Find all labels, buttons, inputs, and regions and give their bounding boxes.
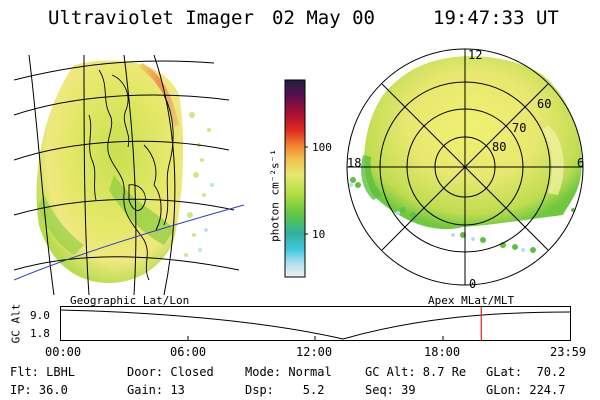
mlat-label-60: 60 [537, 97, 552, 111]
instrument-title: Ultraviolet Imager [48, 7, 254, 29]
altitude-y-top: 9.0 [30, 309, 50, 322]
altitude-curve [60, 309, 571, 340]
altitude-x-tick-4: 23:59 [550, 345, 587, 359]
mlt-label-noon: 12 [468, 48, 483, 62]
mlat-label-80: 80 [492, 140, 507, 154]
altitude-axis-label: GC Alt [9, 303, 23, 344]
mlat-label-70: 70 [512, 121, 527, 135]
colorbar-tick-10: 10 [312, 228, 326, 241]
mlt-label-midnight: 0 [469, 277, 477, 291]
coastline-outlines [88, 69, 174, 281]
seq-status: Seq: 39 [365, 383, 416, 397]
gc-alt-status: GC Alt: 8.7 Re [365, 365, 467, 379]
mlt-label-dusk: 18 [347, 156, 362, 170]
polar-image-panel [346, 48, 584, 286]
orbit-track [14, 204, 245, 281]
glat-status: GLat: 70.2 [486, 365, 566, 379]
altitude-y-bottom: 1.8 [30, 327, 50, 340]
door-status: Door: Closed [127, 365, 214, 379]
geographic-panel-label: Geographic Lat/Lon [70, 294, 190, 307]
color-scale-bar [284, 79, 308, 278]
altitude-x-tick-1: 06:00 [170, 345, 207, 359]
glon-status: GLon: 224.7 [486, 383, 566, 397]
mlt-label-dawn: 6 [577, 156, 585, 170]
ip-status: IP: 36.0 [10, 383, 68, 397]
gain-status: Gain: 13 [127, 383, 185, 397]
polar-grid [346, 48, 584, 286]
geo-image-data [36, 60, 214, 283]
altitude-plot [60, 306, 571, 341]
polar-panel-label: Apex MLat/MLT [428, 294, 515, 307]
polar-image-data [349, 56, 582, 253]
dsp-status: Dsp: 5.2 [245, 383, 325, 397]
observation-date: 02 May 00 [272, 7, 375, 29]
geographic-image-panel [14, 55, 245, 295]
altitude-x-tick-3: 18:00 [424, 345, 461, 359]
colorbar-tick-100: 100 [312, 141, 332, 154]
mode-status: Mode: Normal [245, 365, 332, 379]
altitude-x-tick-0: 00:00 [45, 345, 82, 359]
altitude-x-tick-2: 12:00 [296, 345, 333, 359]
observation-time: 19:47:33 UT [433, 7, 559, 29]
colorbar-unit-label: photon cm⁻²s⁻¹ [268, 149, 282, 242]
filter-status: Flt: LBHL [10, 365, 76, 379]
